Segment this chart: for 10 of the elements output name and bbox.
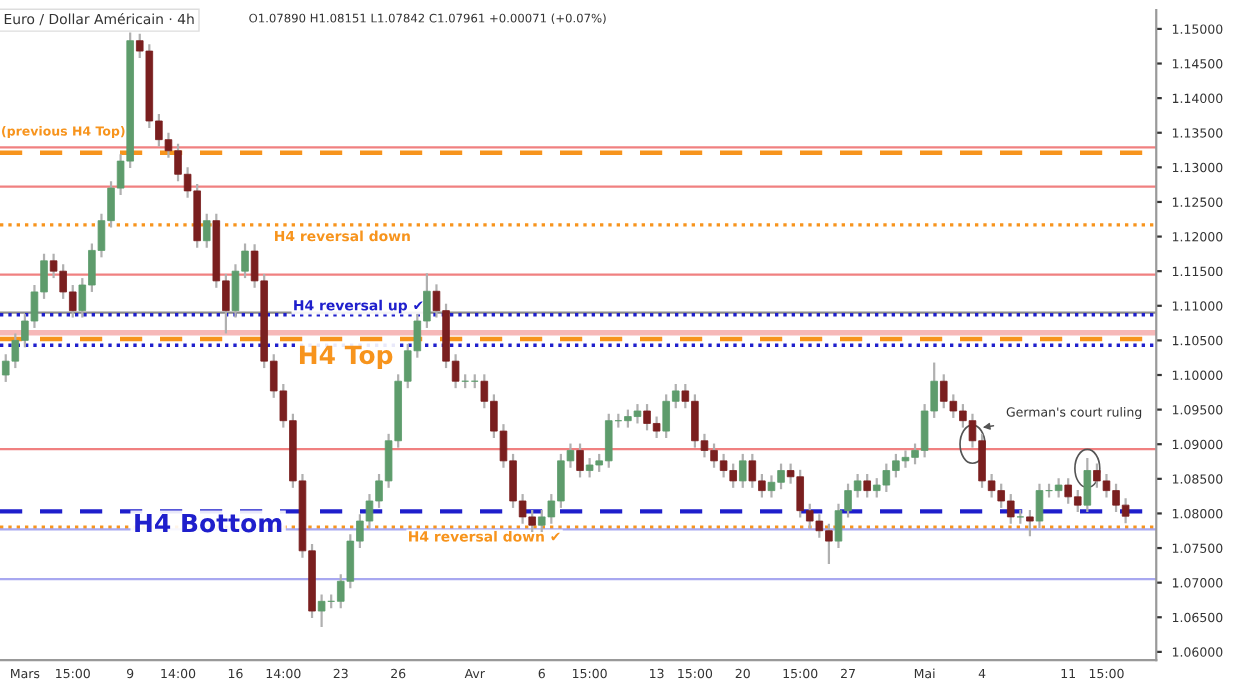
candlestick — [1083, 456, 1092, 514]
candlestick — [1035, 482, 1044, 530]
ref-line-label: H4 Top — [299, 345, 393, 370]
ref-line-label: H4 Bottom — [135, 513, 282, 533]
candlestick — [738, 452, 747, 489]
candlestick — [863, 472, 871, 499]
candlestick — [202, 212, 211, 249]
candlestick — [1026, 508, 1034, 538]
candlestick — [576, 442, 584, 479]
candlestick — [1054, 477, 1063, 499]
